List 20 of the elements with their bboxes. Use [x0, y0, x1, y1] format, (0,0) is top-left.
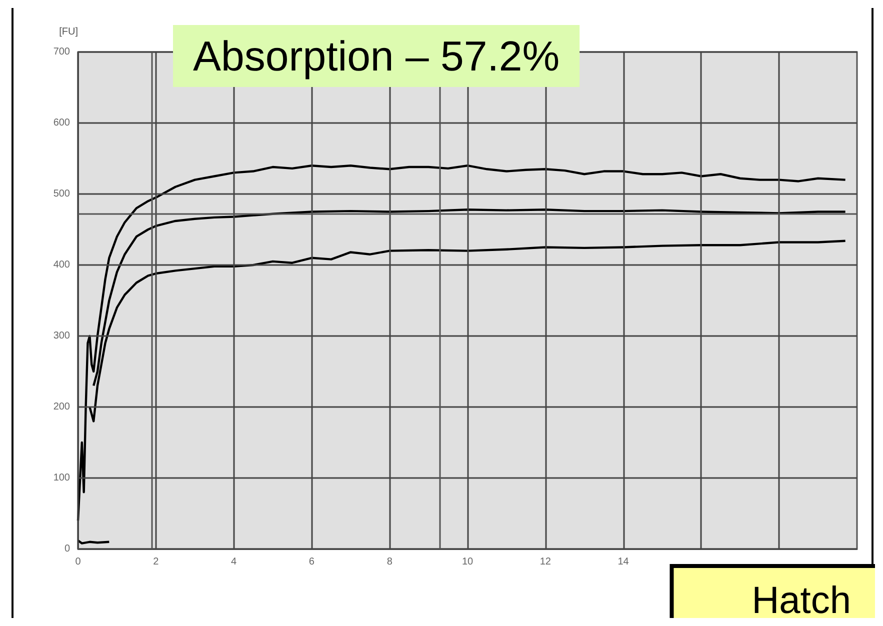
x-tick-label: 10: [462, 556, 474, 568]
x-tick-label: 6: [308, 556, 315, 568]
y-tick-label: 500: [53, 188, 70, 200]
chart-title: Absorption – 57.2%: [193, 32, 560, 80]
x-tick-label: 4: [231, 556, 238, 568]
y-tick-label: 200: [53, 402, 70, 412]
x-tick-label: 12: [540, 556, 552, 568]
x-tick-label: 2: [153, 556, 160, 568]
y-axis-title: [FU]: [59, 26, 78, 38]
line-series: [76, 164, 846, 522]
y-tick-label: 700: [53, 46, 70, 58]
y-tick-label: 400: [53, 260, 70, 270]
y-tick-label: 600: [53, 118, 70, 128]
y-tick-label: 300: [53, 330, 70, 342]
x-tick-label: 0: [75, 556, 82, 568]
x-tick-label: 8: [386, 556, 393, 568]
y-tick-label: 0: [64, 544, 70, 554]
y-tick-label: 100: [53, 472, 70, 484]
x-tick-label: 14: [618, 556, 630, 568]
text: Hatch: [752, 580, 852, 622]
